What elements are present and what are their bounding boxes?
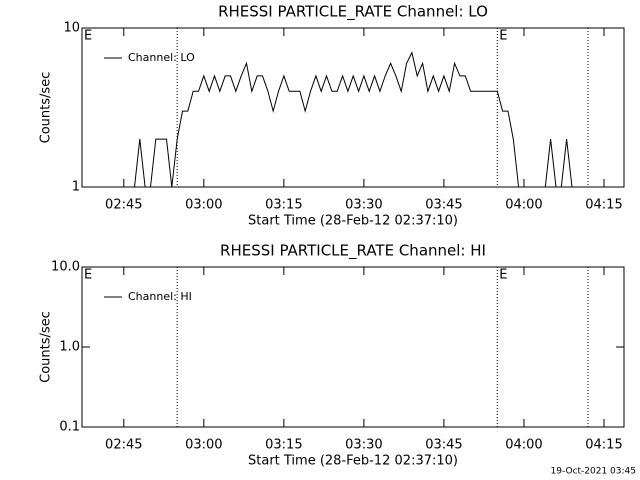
x-tick-label: 02:45 [105, 438, 142, 453]
x-tick-label: 03:15 [265, 438, 302, 453]
data-line [86, 51, 573, 188]
x-tick-label: 03:45 [425, 198, 462, 213]
x-tick-label: 02:45 [105, 198, 142, 213]
x-tick-label: 03:00 [185, 198, 222, 213]
y-tick-label: 10.0 [51, 260, 80, 275]
event-marker: E [499, 268, 507, 283]
y-axis-label: Counts/sec [39, 311, 54, 383]
y-tick-label: 0.1 [59, 420, 80, 435]
y-tick-label: 1.0 [59, 340, 80, 355]
x-tick-label: 04:00 [505, 438, 542, 453]
x-tick-label: 03:00 [185, 438, 222, 453]
x-tick-label: 03:15 [265, 198, 302, 213]
x-axis-label: Start Time (28-Feb-12 02:37:10) [248, 454, 458, 469]
plot-frame [81, 27, 625, 188]
y-axis-label: Counts/sec [39, 72, 54, 144]
chart-title: RHESSI PARTICLE_RATE Channel: LO [218, 3, 488, 22]
x-tick-label: 04:15 [585, 438, 622, 453]
x-tick-label: 04:00 [505, 198, 542, 213]
y-tick-label: 10 [63, 21, 80, 36]
x-tick-label: 03:45 [425, 438, 462, 453]
x-axis-label: Start Time (28-Feb-12 02:37:10) [248, 214, 458, 229]
x-tick-label: 03:30 [345, 438, 382, 453]
legend-label: Channel: HI [128, 290, 192, 303]
y-tick-label: 1 [72, 180, 80, 195]
legend-label: Channel: LO [128, 51, 195, 64]
x-tick-label: 04:15 [585, 198, 622, 213]
event-marker: E [84, 268, 92, 283]
chart-title: RHESSI PARTICLE_RATE Channel: HI [220, 242, 486, 261]
event-marker: E [84, 29, 92, 44]
event-marker: E [499, 29, 507, 44]
x-tick-label: 03:30 [345, 198, 382, 213]
timestamp: 19-Oct-2021 03:45 [551, 467, 636, 477]
